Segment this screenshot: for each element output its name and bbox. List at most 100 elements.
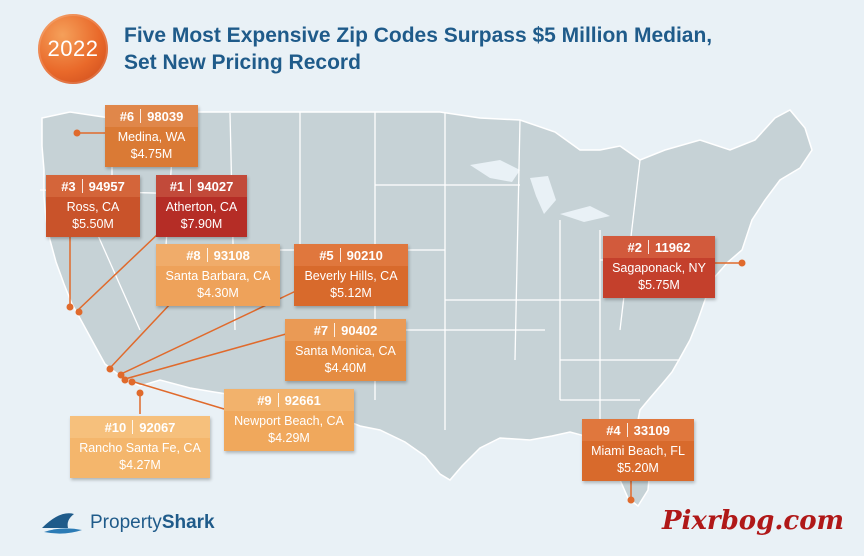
rank: #1 bbox=[169, 178, 185, 194]
rank: #3 bbox=[61, 178, 76, 194]
zip: 93108 bbox=[213, 247, 250, 263]
page-title: Five Most Expensive Zip Codes Surpass $5… bbox=[124, 22, 824, 76]
title-line-1: Five Most Expensive Zip Codes Surpass $5… bbox=[124, 24, 713, 47]
rank: #5 bbox=[319, 247, 334, 263]
shark-fin-icon bbox=[42, 513, 82, 534]
title-line-2: Set New Pricing Record bbox=[124, 51, 361, 74]
callout-head: #8 93108 bbox=[156, 244, 280, 266]
rank: #7 bbox=[313, 322, 329, 338]
callout-body: Newport Beach, CA $4.29M bbox=[224, 411, 354, 451]
separator bbox=[277, 393, 279, 407]
zip: 33109 bbox=[633, 422, 670, 438]
callout-medina: #6 98039 Medina, WA $4.75M bbox=[105, 105, 198, 167]
price: $4.27M bbox=[119, 458, 161, 472]
dot-medina bbox=[73, 129, 81, 137]
callout-head: #9 92661 bbox=[224, 389, 354, 411]
callout-body: Ross, CA $5.50M bbox=[46, 197, 140, 237]
city: Miami Beach, FL bbox=[591, 444, 685, 458]
city: Atherton, CA bbox=[165, 200, 238, 214]
separator bbox=[648, 240, 650, 254]
price: $4.40M bbox=[324, 361, 367, 375]
callout-beverly-hills: #5 90210 Beverly Hills, CA $5.12M bbox=[294, 244, 408, 306]
zip: 94027 bbox=[197, 178, 234, 194]
price: $5.50M bbox=[72, 217, 114, 231]
callout-head: #10 92067 bbox=[70, 416, 210, 438]
callout-head: #4 33109 bbox=[582, 419, 694, 441]
year-badge: 2022 bbox=[38, 14, 108, 84]
callout-ross: #3 94957 Ross, CA $5.50M bbox=[46, 175, 140, 237]
city: Ross, CA bbox=[66, 200, 120, 214]
price: $4.75M bbox=[130, 147, 173, 161]
callout-rancho-santa-fe: #10 92067 Rancho Santa Fe, CA $4.27M bbox=[70, 416, 210, 478]
zip: 98039 bbox=[147, 108, 184, 124]
price: $5.12M bbox=[330, 286, 372, 300]
callout-miami-beach: #4 33109 Miami Beach, FL $5.20M bbox=[582, 419, 694, 481]
callout-head: #7 90402 bbox=[285, 319, 406, 341]
rank: #2 bbox=[627, 239, 643, 255]
city: Newport Beach, CA bbox=[234, 414, 344, 428]
separator bbox=[206, 248, 208, 262]
logo-prefix: Property bbox=[90, 512, 162, 533]
callout-body: Rancho Santa Fe, CA $4.27M bbox=[70, 438, 210, 478]
callout-head: #2 11962 bbox=[603, 236, 715, 258]
dot-santa-barbara bbox=[106, 365, 114, 373]
city: Sagaponack, NY bbox=[612, 261, 706, 275]
logo-text: PropertyShark bbox=[90, 512, 215, 534]
callout-newport-beach: #9 92661 Newport Beach, CA $4.29M bbox=[224, 389, 354, 451]
city: Santa Monica, CA bbox=[295, 344, 396, 358]
callout-head: #5 90210 bbox=[294, 244, 408, 266]
callout-body: Santa Barbara, CA $4.30M bbox=[156, 266, 280, 306]
rank: #9 bbox=[257, 392, 272, 408]
callout-sagaponack: #2 11962 Sagaponack, NY $5.75M bbox=[603, 236, 715, 298]
dot-newport-beach bbox=[128, 378, 136, 386]
city: Beverly Hills, CA bbox=[304, 269, 398, 283]
separator bbox=[132, 420, 134, 434]
callout-body: Sagaponack, NY $5.75M bbox=[603, 258, 715, 298]
callout-head: #1 94027 bbox=[156, 175, 247, 197]
separator bbox=[339, 248, 341, 262]
rank: #8 bbox=[186, 247, 201, 263]
callout-head: #6 98039 bbox=[105, 105, 198, 127]
rank: #4 bbox=[606, 422, 621, 438]
city: Santa Barbara, CA bbox=[165, 269, 271, 283]
callout-atherton: #1 94027 Atherton, CA $7.90M bbox=[156, 175, 247, 237]
zip: 92067 bbox=[139, 419, 176, 435]
callout-body: Beverly Hills, CA $5.12M bbox=[294, 266, 408, 306]
price: $4.30M bbox=[197, 286, 239, 300]
dot-beverly-hills bbox=[117, 371, 125, 379]
price: $7.90M bbox=[180, 217, 223, 231]
callout-body: Miami Beach, FL $5.20M bbox=[582, 441, 694, 481]
zip: 92661 bbox=[284, 392, 321, 408]
callout-body: Santa Monica, CA $4.40M bbox=[285, 341, 406, 381]
year-label: 2022 bbox=[47, 36, 99, 61]
rank: #6 bbox=[119, 108, 135, 124]
zip: 90210 bbox=[346, 247, 383, 263]
separator bbox=[140, 109, 142, 123]
rank: #10 bbox=[104, 419, 127, 435]
great-lakes bbox=[470, 160, 610, 222]
propertyshark-logo: PropertyShark bbox=[40, 508, 215, 538]
price: $4.29M bbox=[268, 431, 310, 445]
separator bbox=[334, 323, 336, 337]
watermark: Pixrbog.com bbox=[662, 506, 845, 536]
logo-bold: Shark bbox=[161, 512, 215, 533]
separator bbox=[626, 423, 628, 437]
price: $5.20M bbox=[617, 461, 659, 475]
location-dots bbox=[66, 129, 746, 504]
callout-body: Atherton, CA $7.90M bbox=[156, 197, 247, 237]
dot-ross bbox=[66, 303, 74, 311]
callout-santa-monica: #7 90402 Santa Monica, CA $4.40M bbox=[285, 319, 406, 381]
price: $5.75M bbox=[638, 278, 680, 292]
city: Medina, WA bbox=[117, 130, 186, 144]
callout-head: #3 94957 bbox=[46, 175, 140, 197]
zip: 90402 bbox=[341, 322, 378, 338]
zip: 94957 bbox=[88, 178, 125, 194]
dot-miami-beach bbox=[627, 496, 635, 504]
dot-rancho-santa-fe bbox=[136, 389, 144, 397]
callout-body: Medina, WA $4.75M bbox=[105, 127, 198, 167]
dot-sagaponack bbox=[738, 259, 746, 267]
separator bbox=[81, 179, 83, 193]
dot-atherton bbox=[75, 308, 83, 316]
callout-santa-barbara: #8 93108 Santa Barbara, CA $4.30M bbox=[156, 244, 280, 306]
zip: 11962 bbox=[655, 239, 691, 255]
